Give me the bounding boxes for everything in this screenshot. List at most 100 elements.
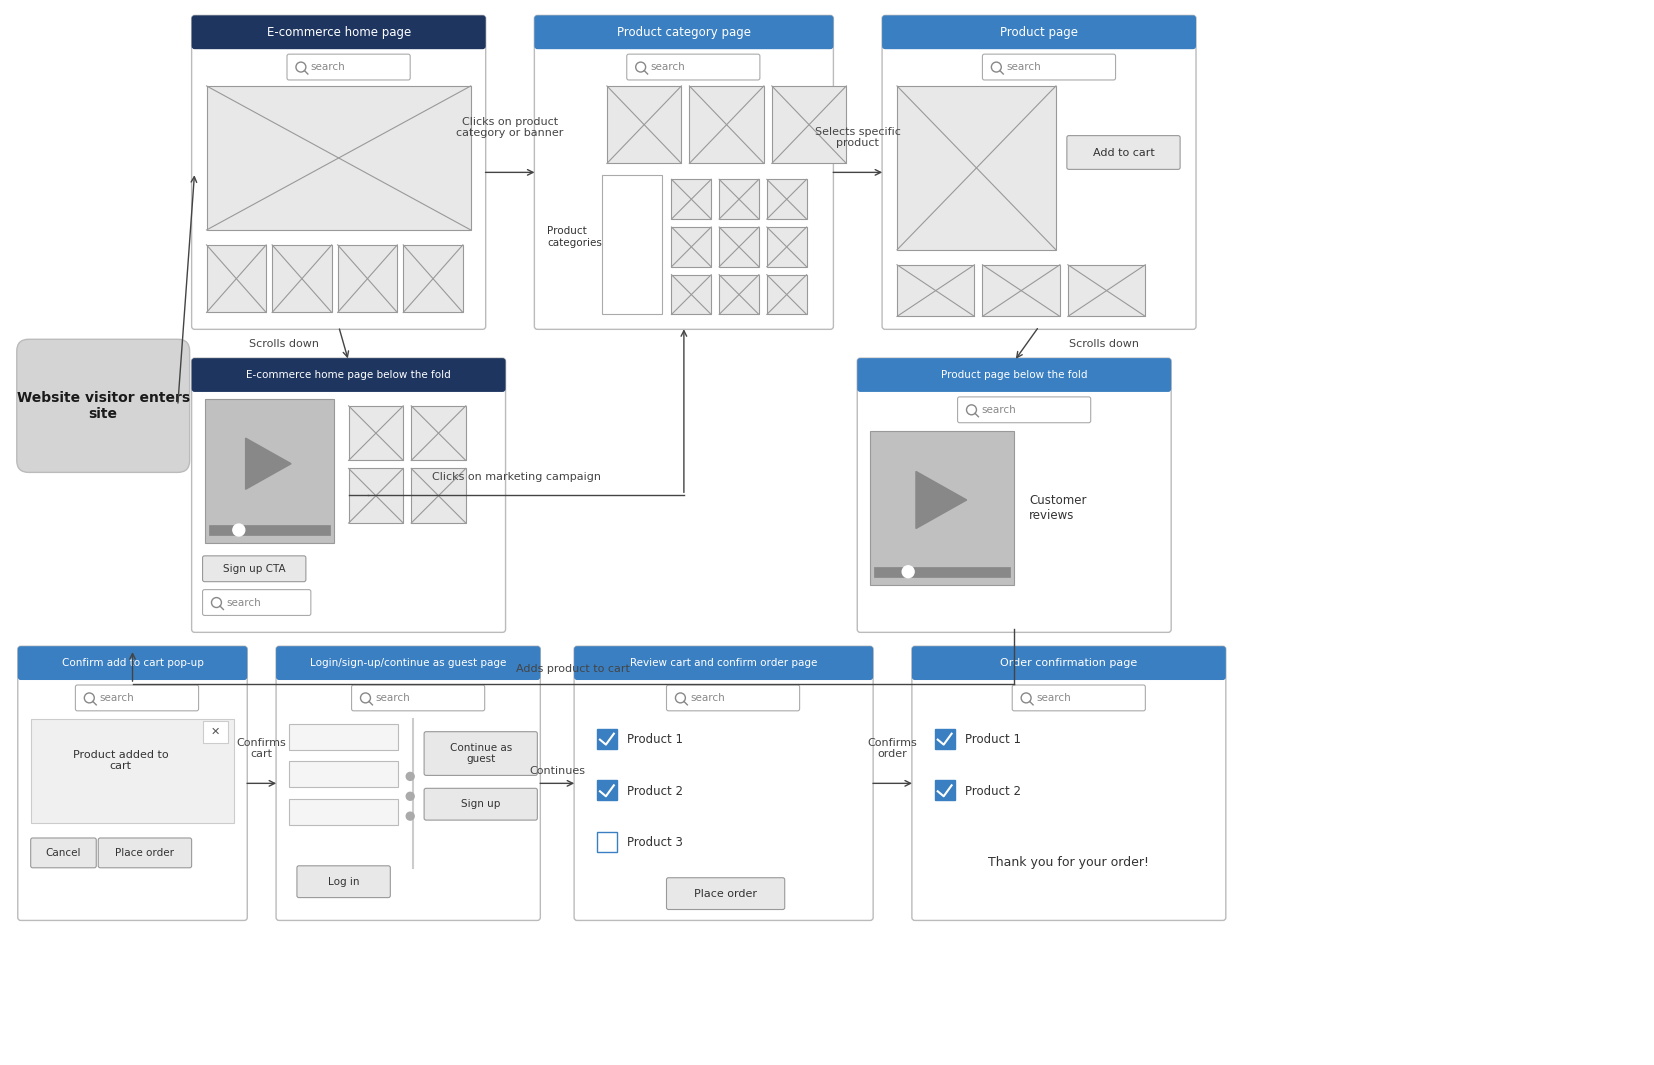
Text: search: search [650,62,685,72]
FancyBboxPatch shape [31,719,235,823]
FancyBboxPatch shape [289,799,399,825]
FancyBboxPatch shape [280,663,538,677]
FancyBboxPatch shape [423,732,538,775]
Text: search: search [981,405,1016,414]
FancyBboxPatch shape [672,275,711,314]
Text: search: search [227,597,261,607]
FancyBboxPatch shape [31,838,96,868]
Text: Cancel: Cancel [46,848,81,858]
FancyBboxPatch shape [18,646,246,681]
Text: Confirms
cart: Confirms cart [237,738,286,759]
FancyBboxPatch shape [192,15,486,49]
Text: Confirm add to cart pop-up: Confirm add to cart pop-up [61,658,203,668]
Circle shape [407,772,414,781]
FancyBboxPatch shape [423,788,538,820]
FancyBboxPatch shape [577,650,870,677]
Text: Product 1: Product 1 [964,733,1021,747]
Text: Website visitor enters
site: Website visitor enters site [17,391,190,421]
Text: Product page below the fold: Product page below the fold [941,370,1087,380]
FancyBboxPatch shape [534,15,834,49]
Text: search: search [1006,62,1040,72]
FancyBboxPatch shape [577,663,870,677]
FancyBboxPatch shape [667,685,799,710]
FancyBboxPatch shape [538,18,830,46]
FancyBboxPatch shape [719,179,759,219]
FancyBboxPatch shape [574,646,873,681]
Text: Product 1: Product 1 [627,733,683,747]
FancyBboxPatch shape [767,179,807,219]
Text: Continue as
guest: Continue as guest [450,742,511,765]
FancyBboxPatch shape [885,18,1193,46]
FancyBboxPatch shape [192,358,506,392]
Text: Product page: Product page [1001,26,1078,38]
Text: Thank you for your order!: Thank you for your order! [989,856,1150,869]
FancyBboxPatch shape [915,650,1222,677]
Text: Product 3: Product 3 [627,836,683,850]
FancyBboxPatch shape [873,567,1011,577]
FancyBboxPatch shape [22,663,245,677]
Circle shape [233,524,245,536]
Text: Place order: Place order [695,888,758,899]
FancyBboxPatch shape [602,176,662,314]
FancyBboxPatch shape [195,375,503,389]
Text: Order confirmation page: Order confirmation page [1001,658,1138,668]
Text: Scrolls down: Scrolls down [1068,339,1138,348]
Text: Product
categories: Product categories [547,226,602,248]
FancyBboxPatch shape [349,469,404,523]
Text: Log in: Log in [327,876,359,887]
FancyBboxPatch shape [911,646,1226,681]
Text: ✕: ✕ [210,726,220,737]
FancyBboxPatch shape [202,556,306,581]
Text: Product category page: Product category page [617,26,751,38]
FancyBboxPatch shape [412,469,466,523]
FancyBboxPatch shape [208,525,329,535]
Text: Clicks on product
category or banner: Clicks on product category or banner [457,117,564,138]
FancyBboxPatch shape [896,86,1055,250]
FancyBboxPatch shape [207,245,266,312]
FancyBboxPatch shape [597,832,617,852]
Text: Selects specific
product: Selects specific product [815,127,901,148]
FancyBboxPatch shape [98,838,192,868]
FancyBboxPatch shape [607,86,681,163]
Text: Sign up: Sign up [461,799,501,809]
FancyBboxPatch shape [667,878,784,910]
FancyBboxPatch shape [195,361,503,389]
FancyBboxPatch shape [690,86,764,163]
Text: search: search [1035,693,1070,703]
FancyBboxPatch shape [885,32,1193,46]
Circle shape [407,792,414,800]
FancyBboxPatch shape [276,646,541,681]
FancyBboxPatch shape [205,399,334,543]
FancyBboxPatch shape [273,245,332,312]
Polygon shape [916,472,966,528]
FancyBboxPatch shape [915,663,1222,677]
FancyBboxPatch shape [1068,265,1145,316]
Circle shape [407,813,414,820]
Text: Adds product to cart: Adds product to cart [516,665,630,674]
FancyBboxPatch shape [22,650,245,677]
FancyBboxPatch shape [857,358,1171,633]
FancyBboxPatch shape [412,406,466,460]
FancyBboxPatch shape [76,685,198,710]
FancyBboxPatch shape [195,32,483,46]
Text: search: search [375,693,410,703]
Text: Sign up CTA: Sign up CTA [223,563,286,574]
Text: Clicks on marketing campaign: Clicks on marketing campaign [432,473,600,482]
Text: Product 2: Product 2 [964,785,1021,798]
FancyBboxPatch shape [289,761,399,787]
FancyBboxPatch shape [896,265,974,316]
FancyBboxPatch shape [597,728,617,749]
FancyBboxPatch shape [767,227,807,266]
FancyBboxPatch shape [202,590,311,616]
FancyBboxPatch shape [1067,135,1179,169]
FancyBboxPatch shape [349,406,404,460]
FancyBboxPatch shape [534,15,834,329]
Text: Add to cart: Add to cart [1093,147,1154,158]
FancyBboxPatch shape [597,781,617,800]
Circle shape [901,566,915,577]
FancyBboxPatch shape [202,721,228,742]
FancyBboxPatch shape [857,358,1171,392]
FancyBboxPatch shape [719,227,759,266]
FancyBboxPatch shape [298,866,390,898]
Text: Place order: Place order [116,848,174,858]
